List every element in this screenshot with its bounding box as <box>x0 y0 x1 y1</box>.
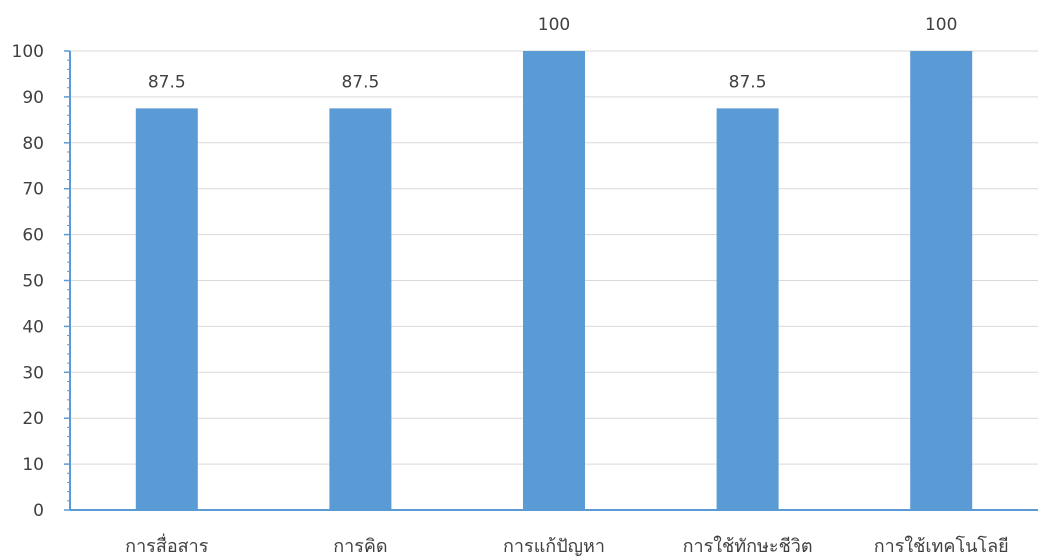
x-category-labels: การสื่อสาร การคิด การแก้ปัญหา การใช้ทักษะชี… <box>125 533 1009 557</box>
y-tick-labels: 0 10 20 30 40 50 60 70 80 90 100 <box>12 42 44 521</box>
y-tick-label-20: 20 <box>22 409 44 429</box>
axes <box>64 50 1038 511</box>
data-label-5: 100 <box>925 15 957 35</box>
x-category-label-4: การใช้ทักษะชีวิต <box>683 535 813 557</box>
bar-4 <box>716 108 779 510</box>
data-labels: 87.5 87.5 100 87.5 100 <box>148 15 958 92</box>
bar-2 <box>329 108 392 510</box>
y-tick-label-0: 0 <box>33 501 44 521</box>
data-label-1: 87.5 <box>148 72 186 92</box>
bar-1 <box>135 108 198 510</box>
bar-3 <box>523 51 585 510</box>
bars <box>135 51 973 510</box>
x-category-label-2: การคิด <box>333 536 387 557</box>
y-tick-label-30: 30 <box>22 363 44 383</box>
y-tick-label-50: 50 <box>22 272 44 292</box>
y-tick-label-40: 40 <box>22 317 44 337</box>
y-tick-label-60: 60 <box>22 226 44 246</box>
data-label-2: 87.5 <box>341 72 379 92</box>
y-tick-label-90: 90 <box>22 88 44 108</box>
y-tick-label-10: 10 <box>22 455 44 475</box>
bar-5 <box>910 51 973 510</box>
y-tick-label-100: 100 <box>12 42 44 62</box>
y-tick-label-70: 70 <box>22 180 44 200</box>
data-label-4: 87.5 <box>729 72 767 92</box>
x-category-label-3: การแก้ปัญหา <box>503 536 605 557</box>
data-label-3: 100 <box>538 15 570 35</box>
x-category-label-1: การสื่อสาร <box>125 533 209 557</box>
x-category-label-5: การใช้เทคโนโลยี <box>874 535 1009 557</box>
y-tick-label-80: 80 <box>22 134 44 154</box>
